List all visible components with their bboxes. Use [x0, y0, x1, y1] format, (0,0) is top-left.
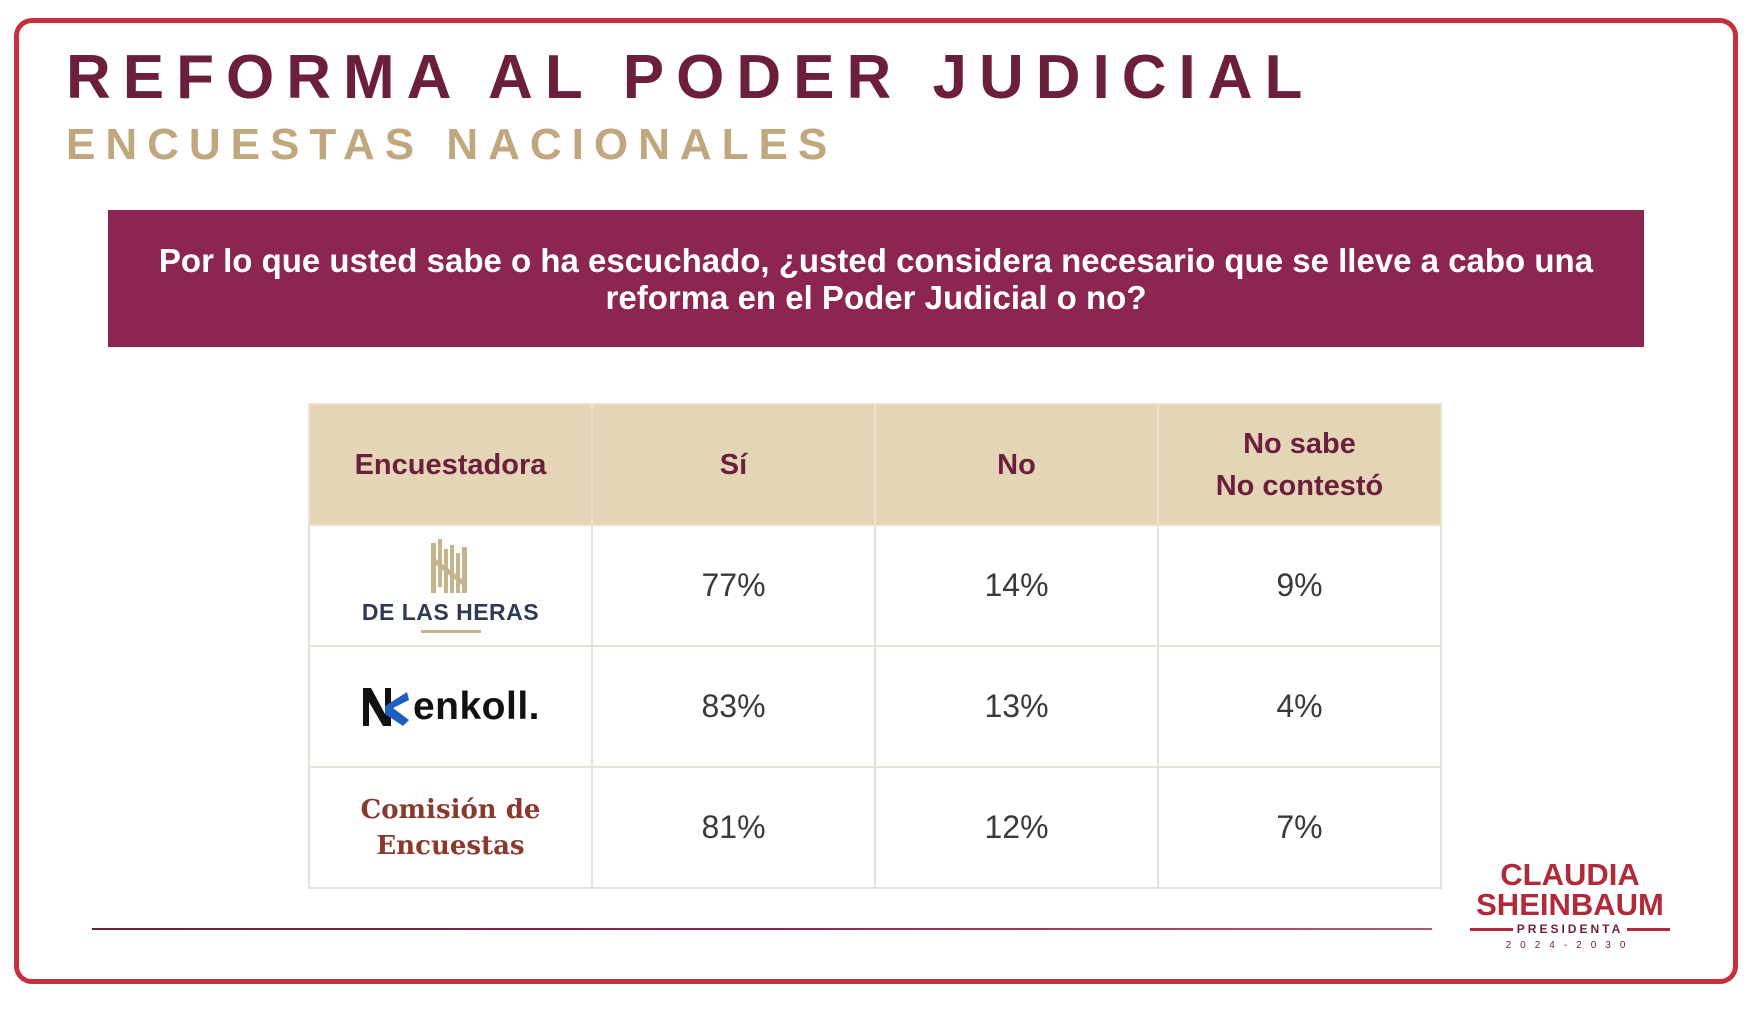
comision-line2: Encuestas: [376, 830, 525, 861]
table-row: DE LAS HERAS 77% 14% 9%: [308, 524, 1442, 647]
header-dont-know-line1: No sabe: [1243, 427, 1356, 460]
footer-divider: [92, 928, 1432, 930]
question-banner: Por lo que usted sabe o ha escuchado, ¿u…: [108, 210, 1644, 347]
header-dont-know-line2: No contestó: [1215, 469, 1384, 502]
question-text: Por lo que usted sabe o ha escuchado, ¿u…: [158, 241, 1594, 316]
cell-yes: 81%: [591, 766, 876, 889]
table-row: enkoll. 83% 13% 4%: [308, 645, 1442, 768]
brand-years: 2024-2030: [1505, 940, 1635, 951]
cell-yes: 77%: [591, 524, 876, 647]
campaign-logo: CLAUDIA SHEINBAUM PRESIDENTA 2024-2030: [1470, 857, 1671, 951]
cell-dont-know: 9%: [1157, 524, 1442, 647]
table-header-row: Encuestadora Sí No No sabe No contestó: [308, 403, 1442, 526]
cell-dont-know: 7%: [1157, 766, 1442, 889]
de-las-heras-logo-icon: [430, 538, 467, 593]
cell-no: 13%: [874, 645, 1159, 768]
cell-no: 14%: [874, 524, 1159, 647]
brand-rule-right: [1627, 927, 1671, 931]
brand-first-name: CLAUDIA: [1500, 857, 1640, 892]
cell-yes: 83%: [591, 645, 876, 768]
pollster-logo-de-las-heras: DE LAS HERAS: [308, 524, 593, 647]
comision-line1: Comisión de: [360, 794, 541, 825]
header-dont-know: No sabe No contestó: [1157, 403, 1442, 526]
page-title: REFORMA AL PODER JUDICIAL: [66, 43, 1315, 112]
enkoll-name: enkoll.: [412, 684, 541, 728]
header-yes: Sí: [591, 403, 876, 526]
results-table: Encuestadora Sí No No sabe No contestó: [308, 403, 1442, 889]
cell-no: 12%: [874, 766, 1159, 889]
pollster-logo-comision: Comisión de Encuestas: [308, 766, 593, 889]
enkoll-logo-icon: [362, 687, 409, 726]
brand-role: PRESIDENTA: [1516, 922, 1624, 936]
de-las-heras-underline: [420, 629, 481, 633]
page-subtitle: ENCUESTAS NACIONALES: [66, 120, 838, 169]
header-no: No: [874, 403, 1159, 526]
pollster-logo-enkoll: enkoll.: [308, 645, 593, 768]
table-row: Comisión de Encuestas 81% 12% 7%: [308, 766, 1442, 889]
brand-rule-left: [1470, 927, 1513, 931]
cell-dont-know: 4%: [1157, 645, 1442, 768]
de-las-heras-name: DE LAS HERAS: [361, 598, 540, 625]
brand-last-name: SHEINBAUM: [1476, 887, 1664, 922]
header-pollster: Encuestadora: [308, 403, 593, 526]
